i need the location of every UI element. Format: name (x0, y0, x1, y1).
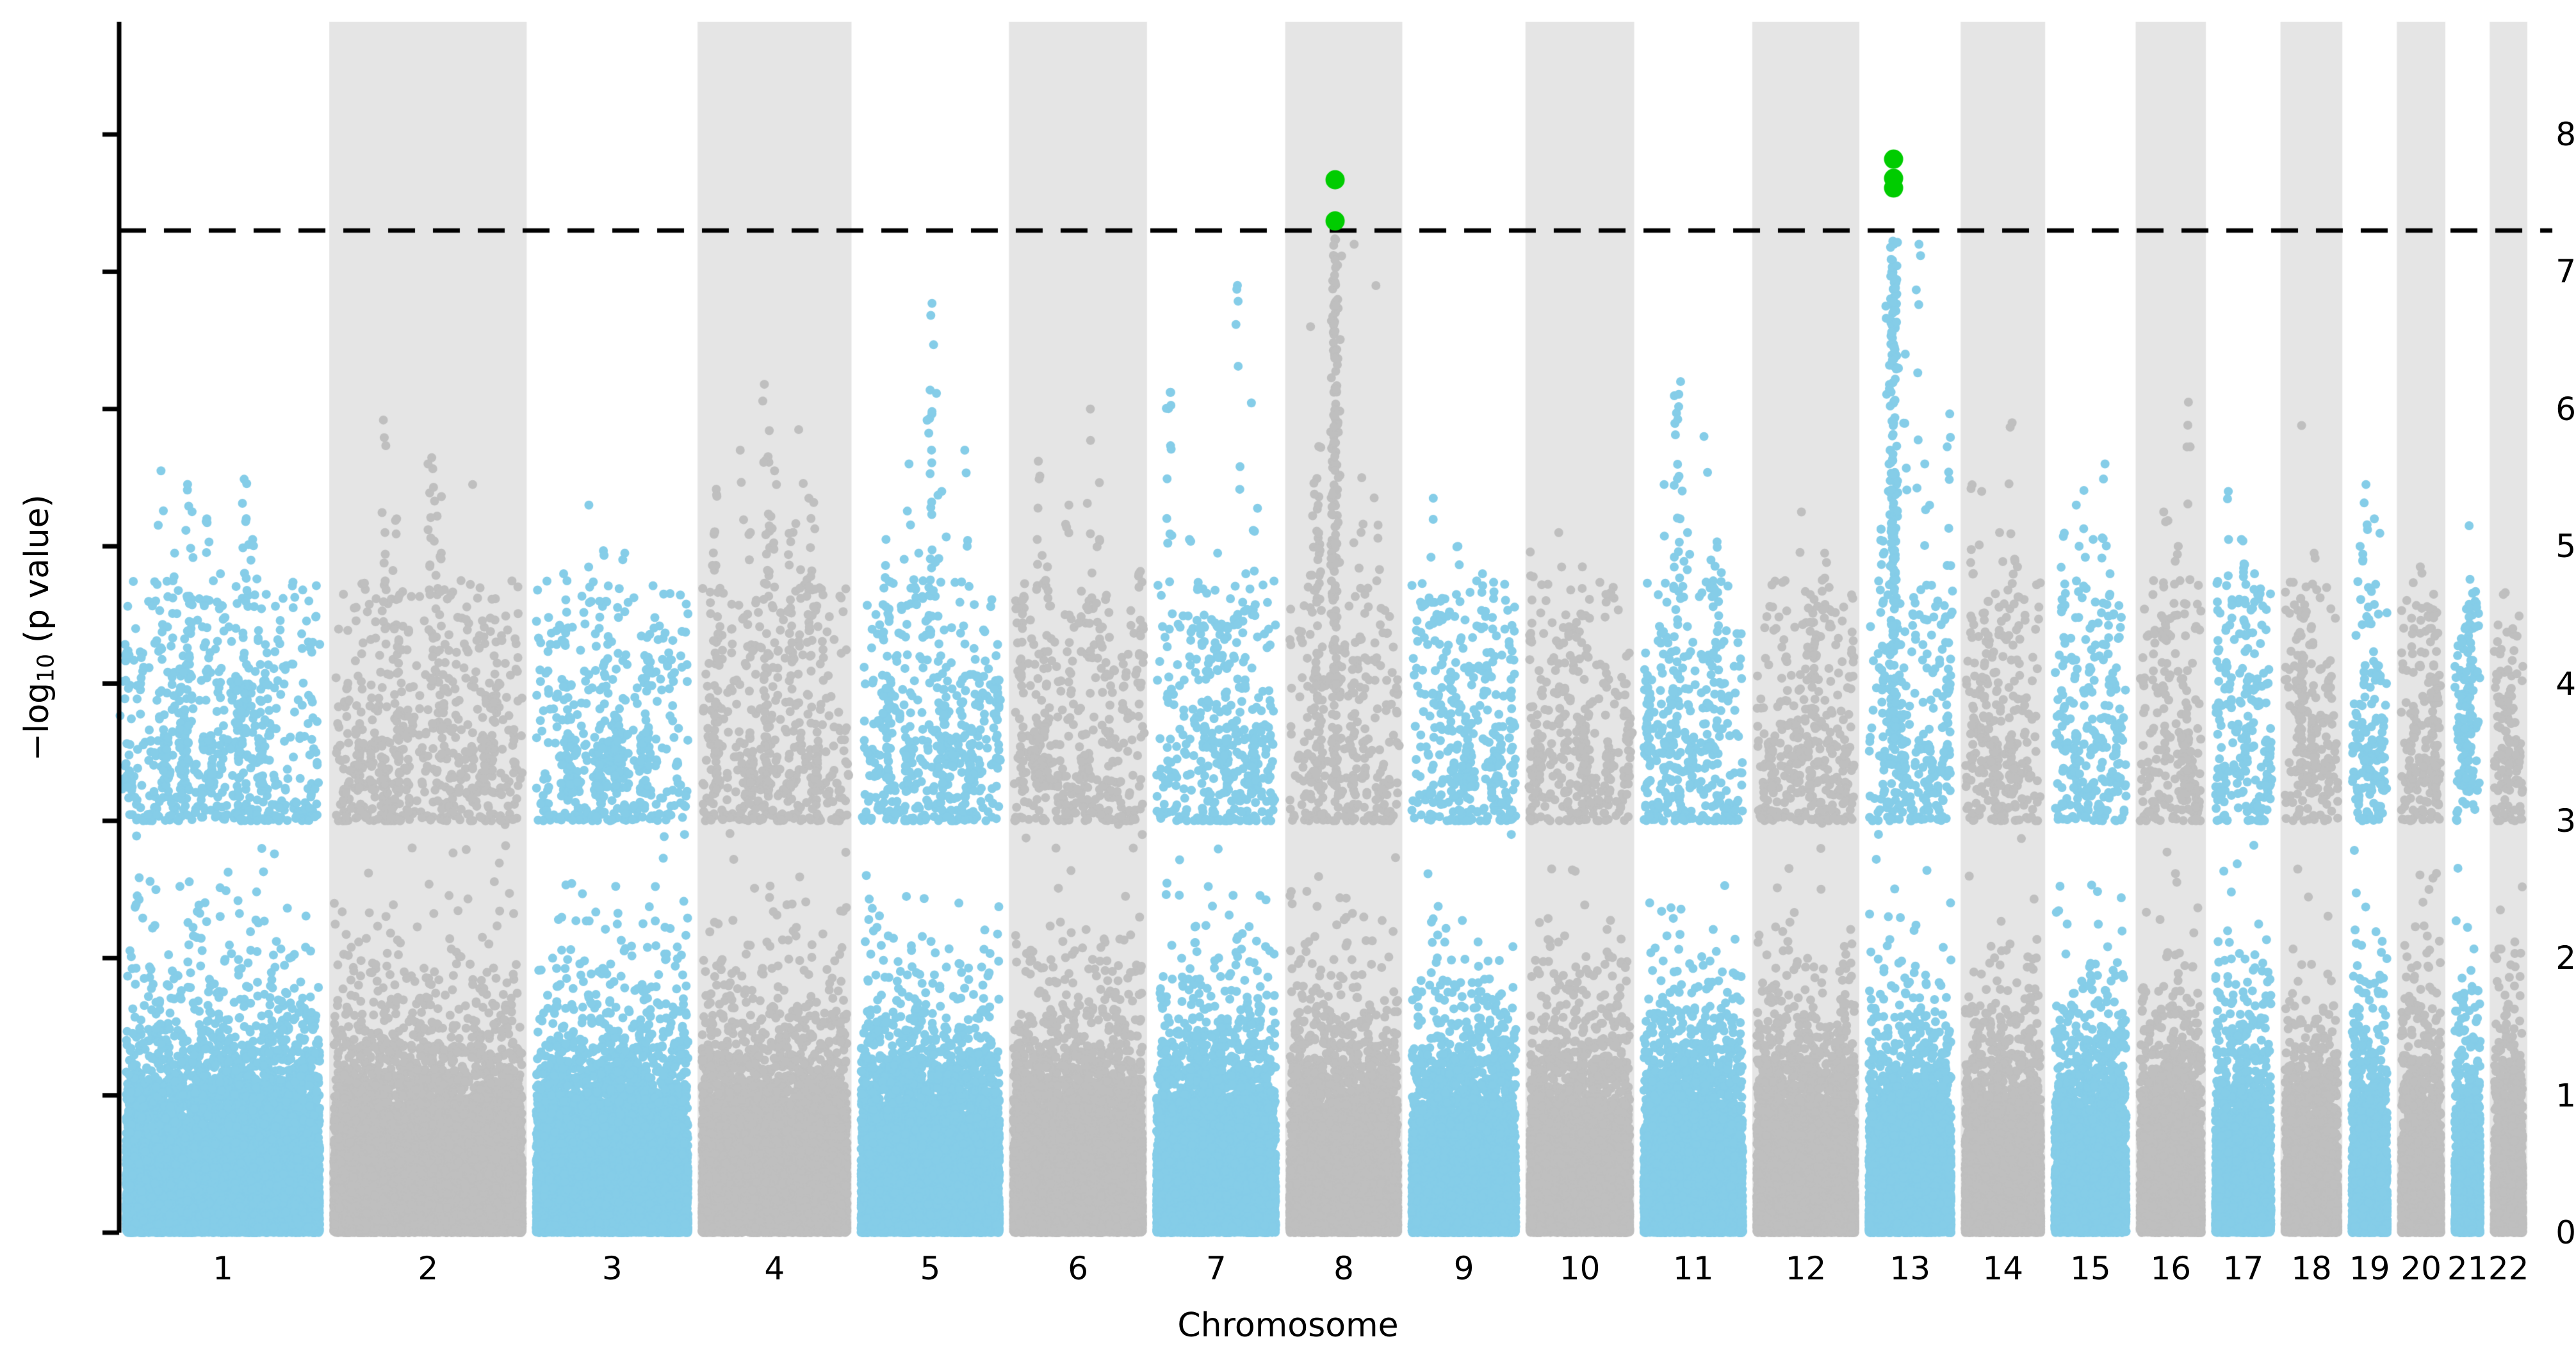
x-axis-label: Chromosome (1177, 1306, 1399, 1345)
